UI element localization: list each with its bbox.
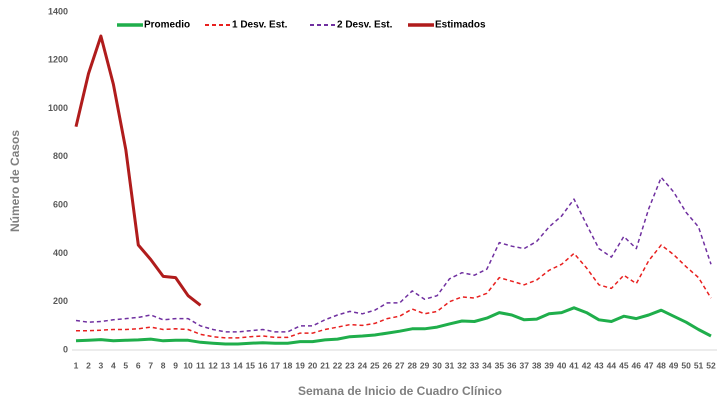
x-tick-label: 14 [233, 360, 243, 370]
x-tick-label: 33 [470, 360, 480, 370]
x-tick-label: 17 [270, 360, 280, 370]
x-tick-label: 46 [632, 360, 642, 370]
legend-label: 1 Desv. Est. [232, 20, 288, 31]
x-tick-label: 1 [74, 360, 79, 370]
x-tick-label: 13 [221, 360, 231, 370]
x-tick-label: 23 [345, 360, 355, 370]
x-tick-label: 40 [557, 360, 567, 370]
x-tick-label: 37 [520, 360, 530, 370]
series-line [74, 34, 202, 307]
x-tick-label: 20 [308, 360, 318, 370]
x-axis-label: Semana de Inicio de Cuadro Clínico [298, 384, 502, 398]
x-tick-label: 48 [656, 360, 666, 370]
legend-label: 2 Desv. Est. [337, 20, 393, 31]
x-tick-label: 30 [432, 360, 442, 370]
x-tick-label: 22 [333, 360, 343, 370]
x-tick-label: 27 [395, 360, 405, 370]
x-tick-label: 19 [295, 360, 305, 370]
x-tick-label: 41 [569, 360, 579, 370]
x-tick-label: 18 [283, 360, 293, 370]
x-tick-label: 47 [644, 360, 654, 370]
x-tick-label: 26 [383, 360, 393, 370]
x-tick-label: 39 [544, 360, 554, 370]
x-tick-label: 35 [495, 360, 505, 370]
y-tick-label: 1400 [48, 6, 68, 16]
series-line [76, 244, 712, 339]
x-tick-label: 21 [320, 360, 330, 370]
y-tick-label: 200 [53, 296, 68, 306]
x-tick-label: 50 [681, 360, 691, 370]
x-tick-label: 49 [669, 360, 679, 370]
y-tick-label: 800 [53, 151, 68, 161]
x-tick-label: 42 [582, 360, 592, 370]
x-tick-label: 16 [258, 360, 268, 370]
x-tick-label: 12 [208, 360, 218, 370]
y-tick-label: 1200 [48, 55, 68, 65]
x-tick-label: 5 [123, 360, 128, 370]
x-tick-label: 8 [161, 360, 166, 370]
x-tick-label: 36 [507, 360, 517, 370]
x-tick-label: 7 [148, 360, 153, 370]
x-tick-label: 9 [173, 360, 178, 370]
x-tick-label: 11 [196, 360, 205, 370]
series-line [75, 306, 712, 346]
series-line [75, 176, 712, 333]
x-tick-label: 43 [594, 360, 604, 370]
y-tick-label: 1000 [48, 103, 68, 113]
x-tick-label: 24 [358, 360, 368, 370]
y-tick-label: 600 [53, 200, 68, 210]
x-tick-label: 44 [607, 360, 617, 370]
x-tick-label: 52 [706, 360, 716, 370]
x-tick-label: 15 [246, 360, 256, 370]
x-tick-label: 45 [619, 360, 629, 370]
y-axis-label: Número de Casos [8, 130, 22, 232]
legend-label: Estimados [435, 20, 486, 31]
x-tick-label: 31 [445, 360, 455, 370]
y-tick-label: 0 [63, 344, 68, 354]
x-tick-label: 38 [532, 360, 542, 370]
x-tick-label: 4 [111, 360, 116, 370]
x-tick-label: 51 [694, 360, 704, 370]
y-tick-label: 400 [53, 248, 68, 258]
legend-label: Promedio [144, 20, 190, 31]
x-tick-label: 32 [457, 360, 467, 370]
x-tick-label: 6 [136, 360, 141, 370]
x-tick-label: 28 [407, 360, 417, 370]
x-tick-label: 29 [420, 360, 430, 370]
x-tick-label: 2 [86, 360, 91, 370]
x-tick-label: 3 [99, 360, 104, 370]
x-tick-label: 25 [370, 360, 380, 370]
x-tick-label: 34 [482, 360, 492, 370]
x-tick-label: 10 [183, 360, 193, 370]
